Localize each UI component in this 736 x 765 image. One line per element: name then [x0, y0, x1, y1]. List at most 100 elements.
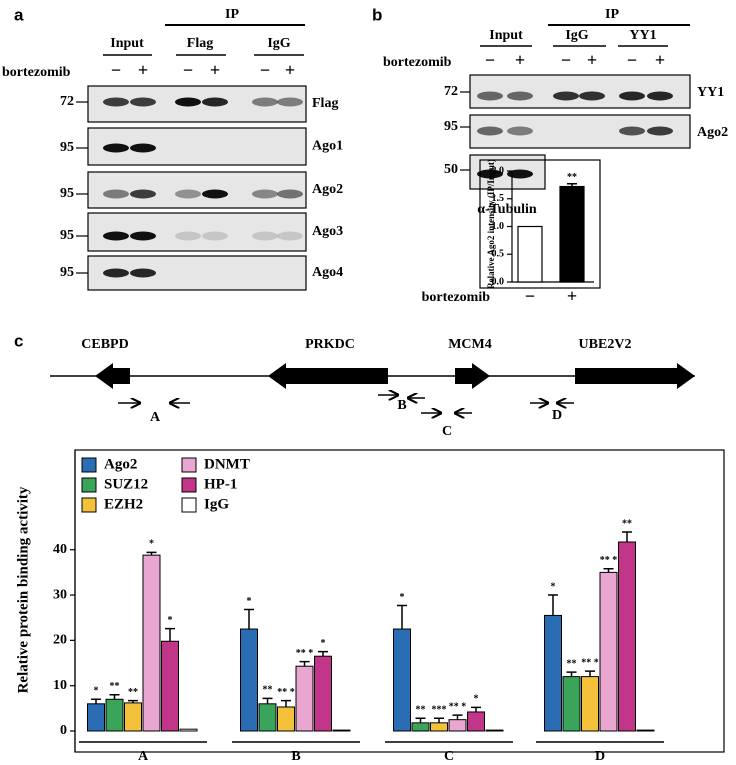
y-axis-label: Relative Ago2 intensity (IP/Input): [486, 159, 496, 289]
band: [130, 231, 156, 241]
significance: *: [321, 638, 326, 649]
error-bar: [585, 670, 595, 677]
x-tick-label: +: [567, 286, 577, 306]
lane-sign: +: [210, 60, 220, 80]
significance: *: [168, 615, 173, 626]
y-tick-label: 1.5: [492, 193, 505, 204]
y-axis-label: Relative protein binding activity: [15, 486, 31, 693]
lane-sign: +: [285, 60, 295, 80]
significance: **: [110, 681, 120, 692]
error-bar: [318, 650, 328, 657]
band: [579, 91, 605, 101]
group-label: Input: [489, 28, 523, 43]
y-tick-label: 30: [53, 587, 67, 602]
bar: [295, 665, 314, 732]
error-bar: [397, 604, 407, 630]
band: [103, 189, 129, 199]
group-label: IgG: [267, 36, 290, 51]
bar: [87, 703, 105, 732]
blot-label: α-Tubulin: [477, 202, 537, 217]
legend-label: EZH2: [104, 496, 143, 512]
significance: ** *: [600, 555, 618, 566]
error-bar: [567, 183, 577, 187]
chart-frame: [479, 159, 601, 289]
band: [477, 169, 503, 179]
significance: **: [622, 518, 632, 529]
band: [175, 231, 201, 241]
legend-swatch: [81, 497, 97, 513]
legend-label: Ago2: [104, 456, 137, 472]
band: [507, 126, 533, 136]
bar: [161, 640, 179, 732]
bar: [142, 554, 161, 732]
group-label: Input: [110, 36, 144, 51]
gene-arrow: [455, 363, 490, 389]
band: [175, 97, 201, 107]
band: [619, 91, 645, 101]
significance: **: [567, 172, 577, 183]
primer-label: A: [150, 410, 161, 425]
bar: [562, 676, 581, 732]
gene-label: MCM4: [448, 337, 492, 352]
significance: **: [416, 705, 426, 716]
lane-sign: −: [183, 60, 193, 80]
band: [277, 189, 303, 199]
bar: [599, 571, 618, 732]
significance: *: [551, 581, 556, 592]
lane-sign: −: [627, 50, 637, 70]
primer-label: C: [442, 424, 452, 439]
y-tick-label: 0.0: [492, 276, 505, 287]
blot: [469, 74, 691, 109]
bar: [124, 702, 142, 732]
group-label: IgG: [565, 28, 588, 43]
y-tick-label: 1.0: [492, 221, 505, 232]
band: [477, 91, 503, 101]
gene-arrow: [95, 363, 130, 389]
error-bar: [146, 551, 157, 556]
legend-swatch: [181, 477, 197, 493]
band: [103, 268, 129, 278]
band: [252, 97, 278, 107]
mw-marker: 95: [444, 119, 458, 134]
x-tick-label: B: [291, 749, 300, 764]
significance: *: [400, 592, 405, 603]
treatment-label: bortezomib: [2, 65, 71, 80]
blot-label: Flag: [312, 96, 338, 111]
ip-label: IP: [225, 7, 239, 22]
error-bar: [91, 698, 101, 704]
bar: [485, 729, 504, 732]
lane-sign: +: [655, 50, 665, 70]
band: [277, 231, 303, 241]
x-tick-label: −: [525, 286, 535, 306]
error-bar: [548, 594, 558, 616]
legend-label: DNMT: [204, 456, 250, 472]
bar: [517, 225, 543, 283]
band: [103, 231, 129, 241]
primer-label: B: [397, 398, 406, 413]
legend-label: SUZ12: [104, 476, 148, 492]
mw-marker: 72: [60, 94, 74, 109]
treatment-label: bortezomib: [383, 55, 452, 70]
band: [553, 91, 579, 101]
panel-label: a: [14, 5, 24, 24]
gene-label: UBE2V2: [579, 337, 632, 352]
mw-marker: 95: [60, 140, 74, 155]
legend-swatch: [81, 457, 97, 473]
error-bar: [566, 671, 577, 677]
bar: [314, 655, 332, 732]
bar: [332, 729, 351, 732]
significance: ** *: [449, 701, 467, 712]
gene-label: PRKDC: [305, 337, 355, 352]
bar: [618, 541, 636, 732]
blot-label: YY1: [697, 85, 724, 100]
bar: [240, 628, 258, 732]
band: [507, 91, 533, 101]
bar: [258, 703, 277, 732]
legend-label: IgG: [204, 496, 229, 512]
bar: [559, 185, 585, 283]
bar: [544, 614, 562, 732]
y-tick-label: 40: [53, 542, 67, 557]
bar: [105, 698, 124, 732]
band: [202, 231, 228, 241]
error-bar: [622, 531, 632, 543]
